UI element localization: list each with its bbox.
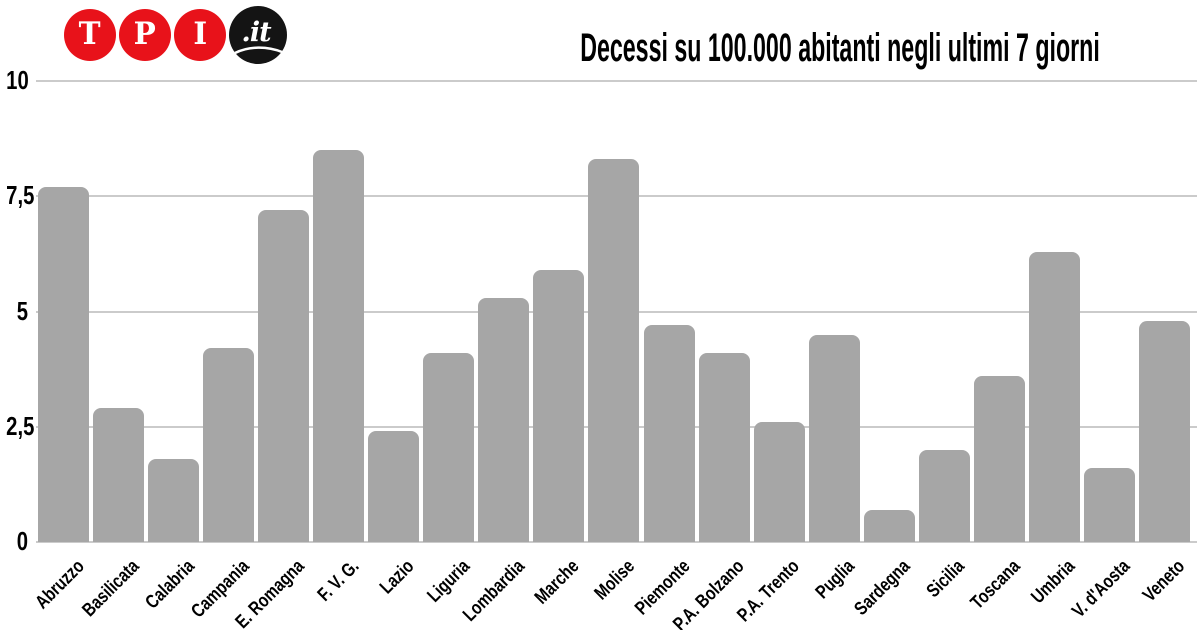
gridline <box>36 541 1197 543</box>
bar-sardegna <box>863 509 915 542</box>
bar-sicilia <box>918 449 970 542</box>
logo-circle-p: P <box>119 9 171 61</box>
logo-letter-t: T <box>79 15 101 52</box>
x-axis-category-label: Toscana <box>966 556 1025 614</box>
bar-calabria <box>148 459 200 542</box>
bar-umbria <box>1028 251 1080 542</box>
x-axis-category-label: Molise <box>590 556 639 605</box>
x-axis-category-label: Umbria <box>1027 556 1080 608</box>
logo-letter-p: P <box>133 15 157 52</box>
x-axis-category-label: Sardegna <box>850 556 915 620</box>
x-axis-category-label: Veneto <box>1139 556 1190 607</box>
bar-lombardia <box>478 297 530 542</box>
x-axis-category-label: Basilicata <box>78 556 144 622</box>
x-axis-category-label: V. d'Aosta <box>1068 556 1135 622</box>
bar-abruzzo <box>38 187 89 542</box>
y-axis-tick-label: 7,5 <box>6 180 35 211</box>
bar-veneto <box>1138 320 1190 542</box>
bar-molise <box>588 159 640 542</box>
tpi-logo: T P I .it <box>0 0 300 70</box>
x-axis-category-label: Sicilia <box>923 556 970 602</box>
y-axis-tick-label: 2,5 <box>6 410 35 441</box>
bar-campania <box>203 348 255 542</box>
chart-title: Decessi su 100.000 abitanti negli ultimi… <box>580 26 1100 70</box>
logo-domain-label: .it <box>241 16 271 48</box>
bar-v-d-aosta <box>1083 468 1135 542</box>
bar-basilicata <box>93 408 145 542</box>
bar-marche <box>533 270 585 542</box>
bar-toscana <box>973 376 1025 542</box>
logo-letter-i: I <box>193 15 207 52</box>
bar-f-v-g- <box>313 150 365 542</box>
gridline <box>36 80 1197 82</box>
y-axis-tick-label: 5 <box>16 295 28 326</box>
bar-piemonte <box>643 325 695 542</box>
x-axis-category-label: Marche <box>531 556 584 609</box>
x-axis-category-label: F. V. G. <box>313 556 364 606</box>
logo-circle-i: I <box>174 9 226 61</box>
bar-liguria <box>423 352 475 542</box>
y-axis-tick-label: 0 <box>16 526 28 556</box>
logo-swoosh-icon <box>234 46 283 55</box>
x-axis-category-label: Lazio <box>376 556 419 599</box>
logo-circle-t: T <box>64 9 116 61</box>
bar-puglia <box>808 334 860 542</box>
bar-lazio <box>368 431 420 542</box>
bar-e-romagna <box>258 210 310 542</box>
bar-p-a-trento <box>753 422 805 542</box>
x-axis-category-label: Puglia <box>811 556 860 604</box>
logo-circle-it: .it <box>229 6 287 64</box>
bar-p-a-bolzano <box>698 352 750 542</box>
y-axis-tick-label: 10 <box>6 65 29 95</box>
x-axis-category-label: Liguria <box>423 556 474 607</box>
